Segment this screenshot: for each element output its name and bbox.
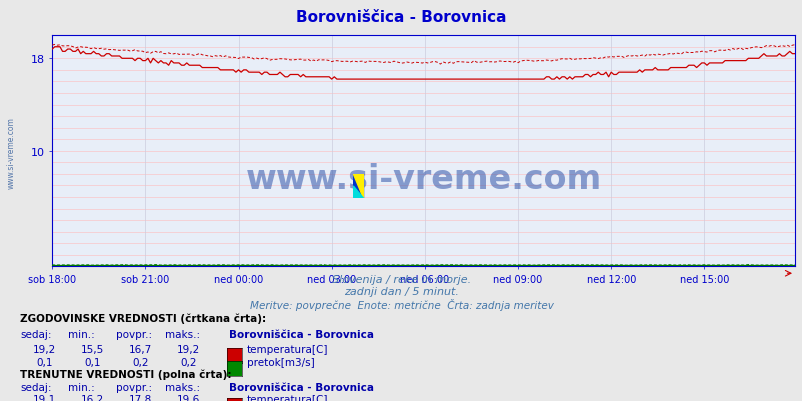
Text: 19,6: 19,6: [177, 394, 200, 401]
Text: maks.:: maks.:: [164, 330, 200, 340]
Text: sedaj:: sedaj:: [20, 330, 51, 340]
Text: www.si-vreme.com: www.si-vreme.com: [245, 162, 601, 196]
Text: Borovniščica - Borovnica: Borovniščica - Borovnica: [229, 330, 374, 340]
Text: 15,5: 15,5: [81, 344, 103, 354]
Text: Meritve: povprečne  Enote: metrične  Črta: zadnja meritev: Meritve: povprečne Enote: metrične Črta:…: [249, 299, 553, 311]
Text: Borovniščica - Borovnica: Borovniščica - Borovnica: [296, 10, 506, 25]
Bar: [353, 174, 363, 198]
Text: zadnji dan / 5 minut.: zadnji dan / 5 minut.: [343, 287, 459, 297]
Text: 0,1: 0,1: [84, 357, 100, 367]
Text: TRENUTNE VREDNOSTI (polna črta):: TRENUTNE VREDNOSTI (polna črta):: [20, 368, 231, 379]
Text: Slovenija / reke in morje.: Slovenija / reke in morje.: [331, 275, 471, 285]
Text: temperatura[C]: temperatura[C]: [246, 394, 327, 401]
Text: ZGODOVINSKE VREDNOSTI (črtkana črta):: ZGODOVINSKE VREDNOSTI (črtkana črta):: [20, 313, 266, 323]
Text: min.:: min.:: [68, 382, 95, 392]
Text: min.:: min.:: [68, 330, 95, 340]
Text: maks.:: maks.:: [164, 382, 200, 392]
Text: Borovniščica - Borovnica: Borovniščica - Borovnica: [229, 382, 374, 392]
Text: pretok[m3/s]: pretok[m3/s]: [246, 357, 314, 367]
Text: 19,1: 19,1: [33, 394, 55, 401]
Text: 0,1: 0,1: [36, 357, 52, 367]
Text: povpr.:: povpr.:: [116, 330, 152, 340]
Text: 19,2: 19,2: [177, 344, 200, 354]
Text: 16,7: 16,7: [129, 344, 152, 354]
Text: temperatura[C]: temperatura[C]: [246, 344, 327, 354]
Text: 19,2: 19,2: [33, 344, 55, 354]
Polygon shape: [353, 186, 363, 198]
Polygon shape: [353, 174, 363, 198]
Text: www.si-vreme.com: www.si-vreme.com: [6, 117, 15, 188]
Text: 0,2: 0,2: [180, 357, 196, 367]
Text: povpr.:: povpr.:: [116, 382, 152, 392]
Text: 17,8: 17,8: [129, 394, 152, 401]
Text: 16,2: 16,2: [81, 394, 103, 401]
Text: sedaj:: sedaj:: [20, 382, 51, 392]
Text: 0,2: 0,2: [132, 357, 148, 367]
